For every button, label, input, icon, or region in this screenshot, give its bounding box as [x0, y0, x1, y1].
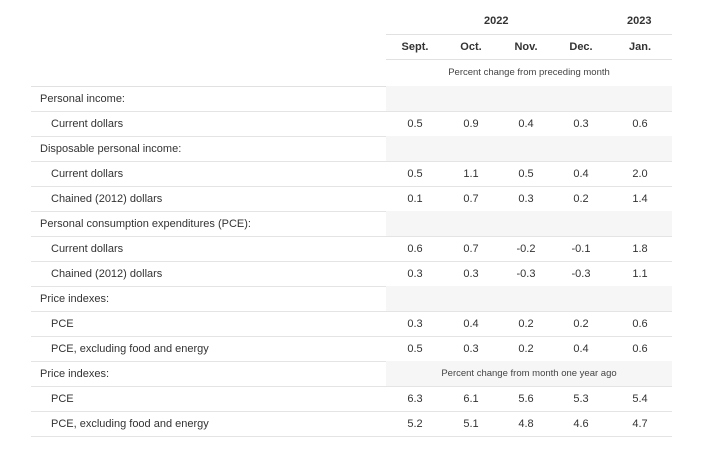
table-row: Current dollars 0.5 0.9 0.4 0.3 0.6 — [31, 111, 672, 137]
table-cell: 0.5 — [407, 118, 423, 130]
table-row: PCE, excluding food and energy 0.5 0.3 0.2 0… — [31, 336, 672, 362]
table-cell: 5.4 — [632, 393, 648, 405]
month-oct: Oct. — [460, 41, 482, 53]
section-heading: Personal income: — [40, 93, 125, 105]
heading-shade — [386, 286, 672, 311]
table-cell: 0.3 — [463, 268, 479, 280]
header-bottom-rule — [31, 86, 672, 87]
section-heading: Personal consumption expenditures (PCE): — [40, 218, 251, 230]
month-nov: Nov. — [514, 41, 538, 53]
table-row: PCE, excluding food and energy 5.2 5.1 4.8 4… — [31, 411, 672, 437]
table-row: Chained (2012) dollars 0.1 0.7 0.3 0.2 1.4 — [31, 186, 672, 212]
table-cell: 0.4 — [573, 343, 589, 355]
table-cell: 1.1 — [632, 268, 648, 280]
table-cell: 4.6 — [573, 418, 589, 430]
table-cell: 4.7 — [632, 418, 648, 430]
row-label: Current dollars — [51, 118, 124, 130]
table-row: PCE 0.3 0.4 0.2 0.2 0.6 — [31, 311, 672, 337]
section-heading: Disposable personal income: — [40, 143, 182, 155]
table-cell: 0.4 — [463, 318, 479, 330]
month-dec: Dec. — [569, 41, 593, 53]
table-row: Current dollars 0.6 0.7 -0.2 -0.1 1.8 — [31, 236, 672, 262]
row-label: PCE, excluding food and energy — [51, 343, 209, 355]
table-cell: 0.4 — [573, 168, 589, 180]
table-cell: -0.3 — [571, 268, 591, 280]
note-yearly: Percent change from month one year ago — [441, 368, 617, 379]
table-row: Current dollars 0.5 1.1 0.5 0.4 2.0 — [31, 161, 672, 187]
row-label: Current dollars — [51, 243, 124, 255]
section-heading-row: Price indexes: — [31, 286, 672, 312]
table-cell: 0.5 — [407, 168, 423, 180]
table-cell: -0.3 — [516, 268, 536, 280]
table-cell: 2.0 — [632, 168, 648, 180]
table-cell: 5.6 — [518, 393, 534, 405]
table-cell: 0.2 — [573, 193, 589, 205]
section-heading-row: Disposable personal income: — [31, 136, 672, 162]
heading-shade — [386, 136, 672, 161]
table-cell: 0.6 — [632, 118, 648, 130]
table-cell: 0.6 — [632, 343, 648, 355]
table-cell: 5.3 — [573, 393, 589, 405]
table-cell: 5.1 — [463, 418, 479, 430]
row-label: Chained (2012) dollars — [51, 268, 163, 280]
row-label: PCE — [51, 393, 74, 405]
heading-shade — [386, 361, 672, 386]
table-cell: 0.3 — [573, 118, 589, 130]
table-cell: 0.7 — [463, 243, 479, 255]
table-cell: 0.6 — [632, 318, 648, 330]
table-cell: 4.8 — [518, 418, 534, 430]
heading-shade — [386, 211, 672, 236]
table-cell: 0.3 — [407, 268, 423, 280]
table-cell: 1.4 — [632, 193, 648, 205]
table-row: Chained (2012) dollars 0.3 0.3 -0.3 -0.3 1.1 — [31, 261, 672, 287]
table-cell: 0.2 — [573, 318, 589, 330]
table-cell: 0.5 — [518, 168, 534, 180]
month-rule — [386, 59, 672, 60]
section-heading-row: Personal income: — [31, 86, 672, 112]
table-cell: 0.1 — [407, 193, 423, 205]
table-cell: 1.8 — [632, 243, 648, 255]
table-cell: 0.5 — [407, 343, 423, 355]
section-heading: Price indexes: — [40, 368, 110, 380]
table-cell: 1.1 — [463, 168, 479, 180]
table-cell: 0.6 — [407, 243, 423, 255]
month-jan: Jan. — [628, 41, 651, 53]
section-heading: Price indexes: — [40, 293, 110, 305]
row-label: Current dollars — [51, 168, 124, 180]
year-2022-rule — [386, 34, 614, 35]
row-label: PCE, excluding food and energy — [51, 418, 209, 430]
year-2022: 2022 — [484, 15, 509, 27]
table-cell: 5.2 — [407, 418, 423, 430]
row-label: PCE — [51, 318, 74, 330]
table-cell: 0.3 — [463, 343, 479, 355]
heading-shade — [386, 86, 672, 111]
table-cell: 0.7 — [463, 193, 479, 205]
section-heading-row: Personal consumption expenditures (PCE): — [31, 211, 672, 237]
table-cell: 0.9 — [463, 118, 479, 130]
table-cell: 0.3 — [407, 318, 423, 330]
year-2023-rule — [614, 34, 672, 35]
table-cell: -0.1 — [571, 243, 591, 255]
table-cell: 0.2 — [518, 343, 534, 355]
table-cell: 0.4 — [518, 118, 534, 130]
table-cell: 6.3 — [407, 393, 423, 405]
table-row: PCE 6.3 6.1 5.6 5.3 5.4 — [31, 386, 672, 412]
table-cell: 0.2 — [518, 318, 534, 330]
table-cell: 6.1 — [463, 393, 479, 405]
table-cell: -0.2 — [516, 243, 536, 255]
section-heading-row: Price indexes: Percent change from month … — [31, 361, 672, 387]
note-monthly: Percent change from preceding month — [448, 67, 610, 78]
month-sept: Sept. — [401, 41, 429, 53]
year-2023: 2023 — [627, 15, 652, 27]
table-cell: 0.3 — [518, 193, 534, 205]
row-label: Chained (2012) dollars — [51, 193, 163, 205]
